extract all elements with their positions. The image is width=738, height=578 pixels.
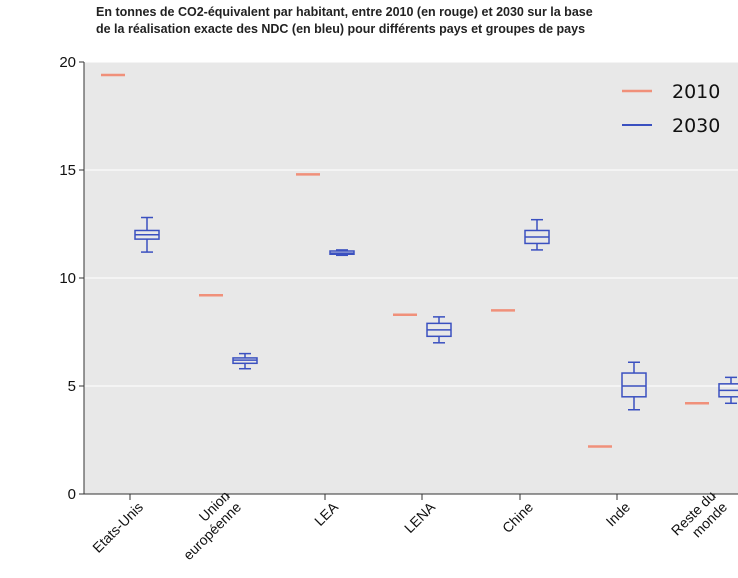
x-tick-label: LEA <box>311 498 341 528</box>
x-tick-label: Reste dumonde <box>668 487 730 549</box>
chart-title-line-2: de la réalisation exacte des NDC (en ble… <box>96 22 586 36</box>
x-tick-label: Etats-Unis <box>89 499 146 556</box>
x-tick-label: Inde <box>603 499 634 530</box>
y-tick-label: 20 <box>59 54 76 71</box>
x-tick-label-line: Etats-Unis <box>89 499 146 556</box>
x-tick-label-line: LENA <box>401 498 439 536</box>
chart-title: En tonnes de CO2-équivalent par habitant… <box>96 4 736 38</box>
x-tick-label-line: Inde <box>603 499 634 530</box>
y-tick-label: 15 <box>59 162 76 179</box>
x-tick-label-line: LEA <box>311 498 341 528</box>
y-tick-label: 0 <box>68 486 76 503</box>
y-tick-label: 5 <box>68 378 76 395</box>
box-2030 <box>621 372 647 398</box>
x-tick-label: Unioneuropéenne <box>169 487 245 563</box>
legend-label-2010: 2010 <box>672 81 720 103</box>
legend-label-2030: 2030 <box>672 115 720 137</box>
chart-title-line-1: En tonnes de CO2-équivalent par habitant… <box>96 5 593 19</box>
x-tick-label-line: Chine <box>499 499 536 536</box>
x-tick-label: LENA <box>401 498 439 536</box>
y-tick-label: 10 <box>59 270 76 287</box>
x-tick-label: Chine <box>499 499 536 536</box>
